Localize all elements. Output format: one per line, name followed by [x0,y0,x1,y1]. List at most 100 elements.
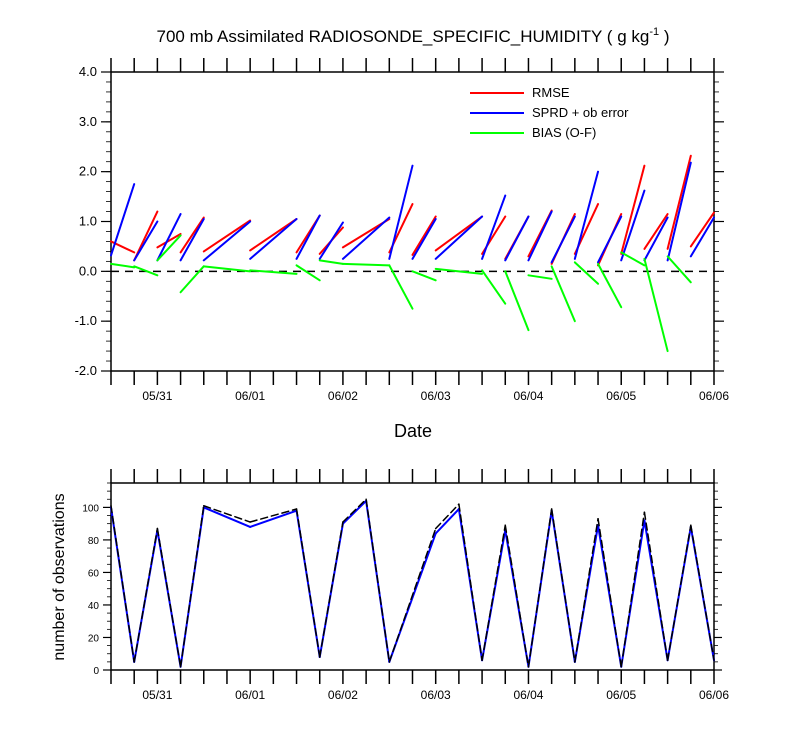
series-segment [156,234,182,262]
obs-segment [666,524,692,661]
series-segment [434,267,484,275]
series-segment [202,219,252,253]
series-segment [249,218,298,252]
obs-segment [597,518,622,668]
series-segment [573,170,600,260]
series-segment [666,255,692,284]
x-tick-label: 06/05 [606,688,636,702]
series-segment [388,164,414,260]
y-tick-label: 4.0 [79,64,97,79]
obs-segment [504,524,530,668]
obs-segment [318,521,344,658]
series-segment [295,214,321,260]
series-segment [179,216,205,254]
y-tick-label: 1.0 [79,214,97,229]
series-segment [527,274,553,280]
series-segment [597,262,623,309]
legend-label: BIAS (O-F) [532,125,596,140]
series-segment [689,211,715,248]
y-tick-label: 2.0 [79,164,97,179]
series-segment [666,161,692,262]
series-segment [527,210,553,262]
series-segment [550,265,576,323]
obs-segment [295,508,321,658]
x-tick-label: 06/01 [235,688,265,702]
y-tick-label: 100 [82,503,99,514]
obs-segment [620,511,646,668]
obs-segment [458,503,483,661]
obs-segment [156,527,182,668]
top-chart: 05/31 06/01 06/02 06/03 06/04 06/05 06/06 -2.0 -… [75,58,729,441]
series-segment [202,220,252,262]
x-tick-label: 06/02 [328,389,358,403]
series-segment [504,215,530,262]
y-tick-label: -2.0 [75,363,97,378]
x-tick-label: 06/06 [699,389,729,403]
y-axis-label: number of observations [51,493,68,660]
obs-segment [527,508,553,668]
series-segment [504,270,530,332]
obs-segment [481,524,507,661]
series-segment [202,265,252,273]
x-tick-label: 06/04 [513,688,543,702]
y-tick-label: 20 [88,633,100,644]
obs-segment [179,505,205,668]
series-segment [434,215,484,252]
y-tick-label: 60 [88,568,100,579]
series-segment [295,264,321,282]
obs-segment [202,506,252,528]
obs-segment [434,503,460,530]
y-tick-label: 80 [88,536,100,547]
series-segment [434,215,484,260]
obs-segment [643,511,669,661]
series-segment [643,216,669,262]
series-segment [689,216,715,258]
svg-text:700 mb Assimilated RADIOSONDE_: 700 mb Assimilated RADIOSONDE_SPECIFIC_H… [157,26,670,46]
legend-label: RMSE [532,85,570,100]
obs-segment [133,527,159,663]
series-bias-o-f [110,234,692,353]
series-segment [411,218,437,260]
x-tick-label: 05/31 [142,389,172,403]
obs-segment [388,527,437,663]
series-segment [341,216,391,260]
series-sprd-ob-error [110,161,715,264]
series-segment [643,213,669,250]
series-segment [597,215,623,264]
series-segment [110,183,136,257]
obs-segment [574,518,599,663]
title-main: 700 mb Assimilated RADIOSONDE_SPECIFIC_H… [157,27,650,46]
series-segment [411,270,437,282]
obs-segment [365,498,391,663]
series-segment [133,220,159,262]
series-rmse [110,154,715,267]
series-segment [411,215,437,256]
series-segment [643,257,669,353]
series-segment [388,264,414,310]
x-tick-label: 06/03 [421,688,451,702]
obs-segment [388,532,437,663]
series-segment [179,218,205,262]
plot-frame [110,482,715,671]
series-segment [620,251,646,267]
legend: RMSE SPRD + ob error BIAS (O-F) [470,85,629,140]
series-segment [666,154,692,250]
x-tick-label: 05/31 [142,688,172,702]
x-tick-label: 06/02 [328,688,358,702]
y-tick-label: 0.0 [79,263,97,278]
obs-segment [550,508,576,663]
series-segment [156,213,182,262]
x-tick-label: 06/05 [606,389,636,403]
series-segment [249,269,298,275]
x-tick-label: 06/03 [421,389,451,403]
obs-segment [110,505,135,663]
series-segment [573,261,600,285]
obs-series-possible [110,498,715,668]
legend-label: SPRD + ob error [532,105,629,120]
series-segment [179,265,205,294]
x-axis-label: Date [394,421,432,441]
obs-segment [203,505,251,523]
obs-segment [341,499,368,525]
title-close: ) [659,27,669,46]
